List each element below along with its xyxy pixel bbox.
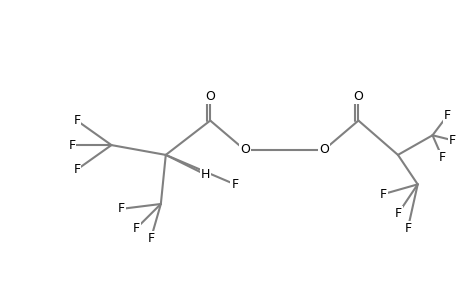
Text: F: F bbox=[443, 109, 450, 122]
Text: O: O bbox=[239, 143, 249, 157]
Text: H: H bbox=[200, 168, 209, 181]
Text: F: F bbox=[68, 139, 75, 152]
Text: O: O bbox=[318, 143, 328, 157]
Text: F: F bbox=[231, 178, 238, 191]
Text: F: F bbox=[393, 207, 401, 220]
Text: F: F bbox=[448, 134, 455, 147]
Text: F: F bbox=[438, 152, 445, 164]
Text: F: F bbox=[147, 232, 154, 245]
Text: O: O bbox=[205, 89, 215, 103]
Text: F: F bbox=[73, 114, 80, 127]
Text: O: O bbox=[353, 89, 363, 103]
Text: F: F bbox=[132, 222, 140, 235]
Text: F: F bbox=[118, 202, 125, 215]
Text: F: F bbox=[403, 222, 410, 235]
Text: F: F bbox=[73, 163, 80, 176]
Text: F: F bbox=[379, 188, 386, 201]
